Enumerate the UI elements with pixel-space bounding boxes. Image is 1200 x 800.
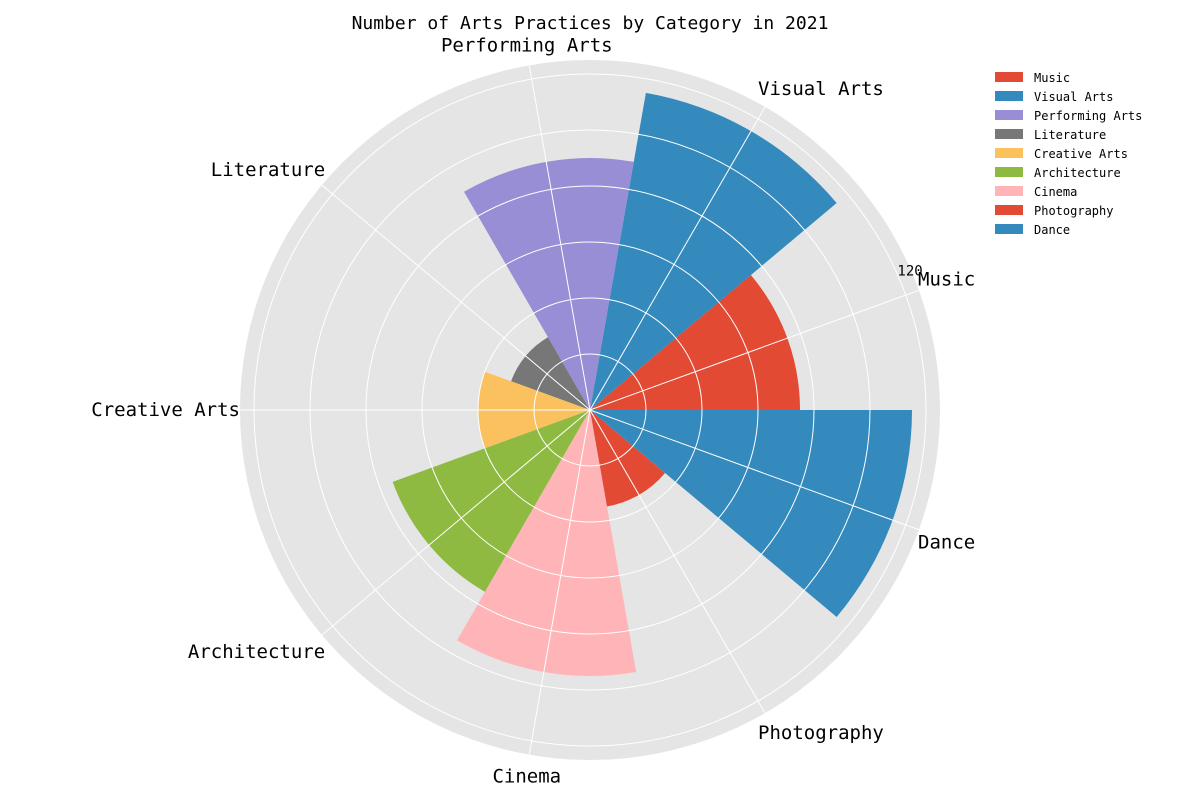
legend-item-music: Music bbox=[995, 71, 1070, 85]
chart-title: Number of Arts Practices by Category in … bbox=[352, 13, 829, 34]
radial-tick-label: 120 bbox=[897, 263, 922, 279]
legend-label: Music bbox=[1034, 71, 1070, 85]
angular-gridline-literature bbox=[321, 184, 591, 411]
legend-label: Literature bbox=[1034, 128, 1106, 142]
legend-swatch bbox=[995, 224, 1023, 234]
category-label-dance: Dance bbox=[918, 531, 975, 553]
legend-item-performing-arts: Performing Arts bbox=[995, 109, 1142, 123]
legend-item-architecture: Architecture bbox=[995, 166, 1121, 180]
angular-gridline-music bbox=[589, 289, 920, 411]
angular-gridline-photography bbox=[589, 409, 766, 714]
legend-item-cinema: Cinema bbox=[995, 185, 1077, 199]
angular-gridline-dance bbox=[589, 409, 920, 531]
legend-item-dance: Dance bbox=[995, 223, 1070, 237]
category-label-literature: Literature bbox=[211, 159, 325, 181]
bar-architecture bbox=[392, 410, 590, 592]
bar-literature bbox=[511, 337, 590, 410]
legend-swatch bbox=[995, 186, 1023, 196]
legend-label: Visual Arts bbox=[1034, 90, 1113, 104]
legend: Music Visual Arts Performing Arts Literatur… bbox=[995, 71, 1142, 237]
bar-photography bbox=[590, 410, 666, 507]
category-label-visual-arts: Visual Arts bbox=[758, 78, 884, 100]
legend-swatch bbox=[995, 72, 1023, 82]
legend-item-creative-arts: Creative Arts bbox=[995, 147, 1128, 161]
category-label-cinema: Cinema bbox=[492, 765, 561, 787]
category-label-performing-arts: Performing Arts bbox=[441, 35, 613, 57]
legend-label: Dance bbox=[1034, 223, 1070, 237]
category-label-music: Music bbox=[918, 269, 975, 291]
legend-item-photography: Photography bbox=[995, 204, 1113, 218]
legend-item-literature: Literature bbox=[995, 128, 1106, 142]
bar-dance bbox=[590, 410, 912, 617]
legend-label: Cinema bbox=[1034, 185, 1077, 199]
angular-gridline-performing-arts bbox=[528, 65, 591, 411]
legend-swatch bbox=[995, 91, 1023, 101]
legend-label: Performing Arts bbox=[1034, 109, 1142, 123]
legend-swatch bbox=[995, 148, 1023, 158]
category-label-photography: Photography bbox=[758, 722, 884, 744]
angular-gridline-cinema bbox=[528, 409, 591, 755]
legend-swatch bbox=[995, 129, 1023, 139]
legend-swatch bbox=[995, 205, 1023, 215]
legend-label: Creative Arts bbox=[1034, 147, 1128, 161]
category-label-creative-arts: Creative Arts bbox=[91, 399, 240, 421]
legend-swatch bbox=[995, 110, 1023, 120]
legend-label: Photography bbox=[1034, 204, 1113, 218]
bar-cinema bbox=[457, 410, 637, 677]
angular-gridline-architecture bbox=[321, 409, 591, 636]
category-label-architecture: Architecture bbox=[188, 641, 325, 663]
bar-music bbox=[590, 275, 800, 410]
legend-label: Architecture bbox=[1034, 166, 1121, 180]
bar-visual-arts bbox=[590, 92, 837, 410]
bar-performing-arts bbox=[464, 157, 634, 410]
legend-swatch bbox=[995, 167, 1023, 177]
angular-gridline-visual-arts bbox=[589, 106, 766, 411]
legend-item-visual-arts: Visual Arts bbox=[995, 90, 1113, 104]
